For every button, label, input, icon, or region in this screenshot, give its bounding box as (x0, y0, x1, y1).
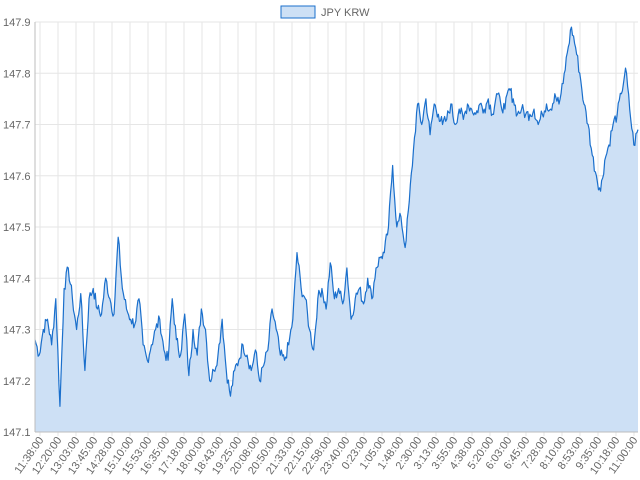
y-tick-label: 147.2 (3, 376, 31, 388)
y-tick-label: 147.6 (3, 171, 31, 183)
y-tick-label: 147.4 (3, 273, 31, 285)
series-area (35, 27, 638, 432)
series-line (34, 26, 639, 407)
y-tick-label: 147.1 (3, 427, 31, 439)
legend: JPY KRW (280, 5, 370, 19)
y-axis: 147.1 147.2 147.3 147.4 147.5 147.6 147.7 147.8… (3, 17, 31, 439)
y-tick-label: 147.3 (3, 325, 31, 337)
y-tick-label: 147.8 (3, 68, 31, 80)
legend-label: JPY KRW (321, 7, 370, 19)
x-axis: 11:38:0012:20:0013:03:0013:45:0014:28:00… (13, 435, 640, 477)
y-tick-label: 147.9 (3, 17, 31, 29)
legend-swatch (280, 5, 316, 19)
y-tick-label: 147.7 (3, 120, 31, 132)
y-tick-label: 147.5 (3, 222, 31, 234)
